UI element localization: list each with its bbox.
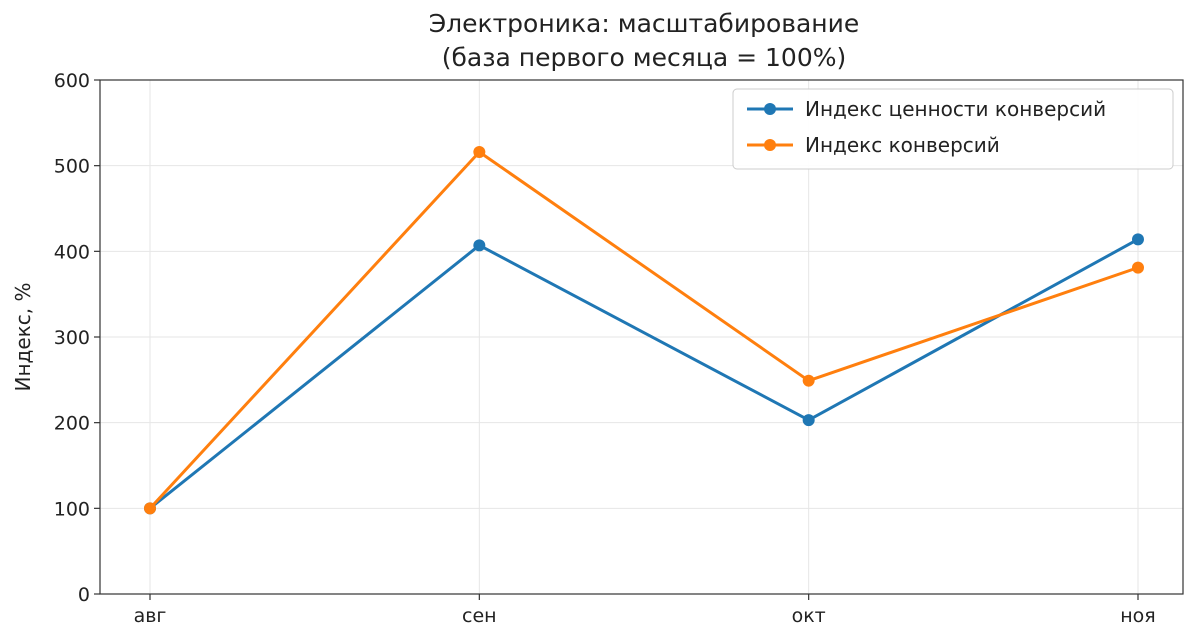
y-tick-label: 200 xyxy=(54,413,90,435)
series-line xyxy=(149,238,1139,510)
series-line xyxy=(148,150,1139,510)
data-point xyxy=(1132,261,1144,274)
y-tick-label: 300 xyxy=(54,327,90,349)
y-tick-label: 100 xyxy=(54,498,90,520)
data-point xyxy=(802,374,815,387)
data-point xyxy=(473,145,486,158)
data-point xyxy=(144,502,156,515)
legend-box xyxy=(732,88,1174,170)
y-axis-label: Индекс, % xyxy=(11,283,35,392)
y-axis-ticks: 0 100 200 300 400 500 600 xyxy=(54,70,100,606)
chart-title-line-1: Электроника: масштабирование xyxy=(429,9,860,38)
legend-label: Индекс конверсий xyxy=(805,133,1000,157)
y-tick-label: 400 xyxy=(54,241,90,263)
series-group xyxy=(144,145,1144,515)
x-tick-label: окт xyxy=(792,605,826,627)
x-axis-ticks: авг сен окт ноя xyxy=(134,594,1156,627)
x-tick-label: авг xyxy=(134,605,167,627)
series-2 xyxy=(144,145,1144,515)
data-point xyxy=(1132,233,1144,246)
x-tick-label: сен xyxy=(462,605,497,627)
chart-title-line-2: (база первого месяца = 100%) xyxy=(442,43,846,72)
legend-marker xyxy=(764,139,776,151)
legend-marker xyxy=(764,103,776,115)
y-tick-label: 0 xyxy=(78,584,90,606)
legend-label: Индекс ценности конверсий xyxy=(805,97,1106,121)
y-tick-label: 500 xyxy=(54,156,90,178)
y-tick-label: 600 xyxy=(54,70,90,92)
data-point xyxy=(802,414,815,427)
series-1 xyxy=(144,233,1144,515)
data-point xyxy=(473,239,486,252)
legend: Индекс ценности конверсий Индекс конверси… xyxy=(732,88,1174,170)
x-tick-label: ноя xyxy=(1120,605,1155,627)
